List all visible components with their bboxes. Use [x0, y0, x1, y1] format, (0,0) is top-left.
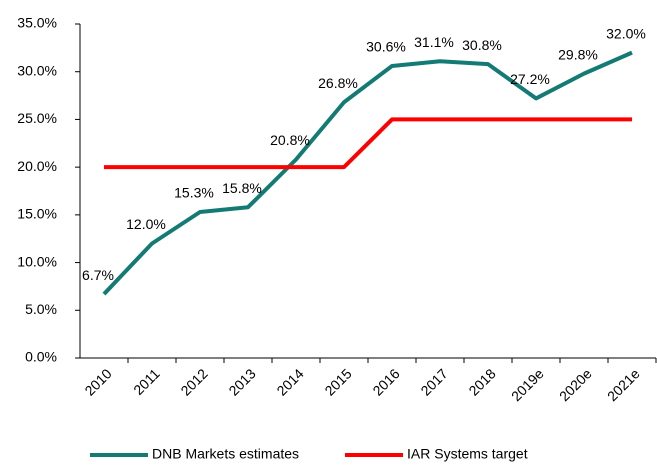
- data-label: 20.8%: [270, 132, 310, 148]
- y-tick-label: 10.0%: [17, 253, 57, 269]
- legend-label: DNB Markets estimates: [152, 446, 299, 462]
- y-tick-label: 35.0%: [17, 15, 57, 31]
- x-tick-label: 2016: [369, 365, 402, 398]
- x-tick-label: 2014: [273, 365, 306, 398]
- data-label: 32.0%: [606, 25, 646, 41]
- y-tick-label: 5.0%: [25, 301, 57, 317]
- x-tick-label: 2013: [225, 365, 258, 398]
- data-label: 15.8%: [222, 180, 262, 196]
- data-label: 12.0%: [126, 216, 166, 232]
- data-label: 26.8%: [318, 75, 358, 91]
- legend-label: IAR Systems target: [407, 446, 528, 462]
- series-line: [102, 50, 633, 296]
- data-label: 15.3%: [174, 185, 214, 201]
- series-line: [104, 117, 632, 170]
- data-label: 29.8%: [558, 46, 598, 62]
- x-tick-label: 2011: [130, 365, 163, 398]
- x-tick-label: 2015: [321, 365, 354, 398]
- x-tick-label: 2012: [177, 365, 210, 398]
- data-label: 30.8%: [462, 37, 502, 53]
- x-tick-label: 2019e: [508, 365, 547, 404]
- y-tick-label: 0.0%: [25, 349, 57, 365]
- y-tick-label: 30.0%: [17, 62, 57, 78]
- x-tick-label: 2018: [465, 365, 498, 398]
- y-tick-label: 15.0%: [17, 206, 57, 222]
- x-tick-label: 2021e: [604, 365, 643, 404]
- data-label: 31.1%: [414, 34, 454, 50]
- data-label: 30.6%: [366, 39, 406, 55]
- x-tick-label: 2010: [81, 365, 114, 398]
- data-label: 27.2%: [510, 71, 550, 87]
- data-label: 6.7%: [82, 267, 114, 283]
- y-tick-label: 20.0%: [17, 158, 57, 174]
- x-tick-label: 2020e: [556, 365, 595, 404]
- x-tick-label: 2017: [417, 365, 450, 398]
- y-tick-label: 25.0%: [17, 110, 57, 126]
